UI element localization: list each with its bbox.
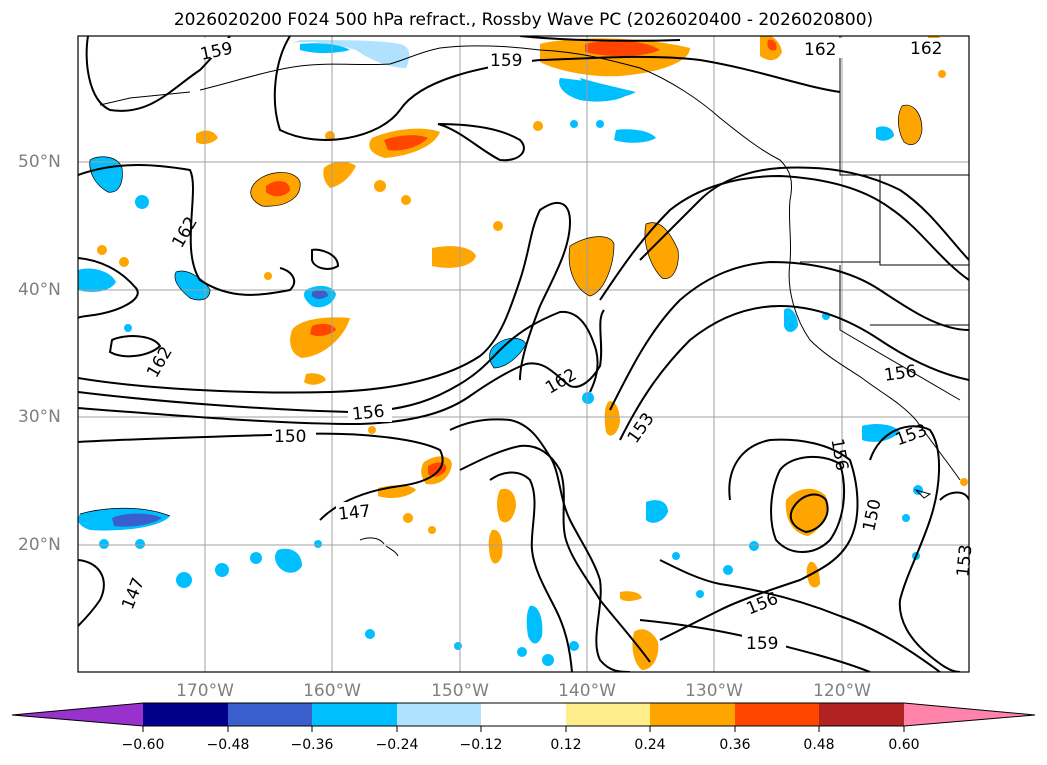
contour-label: 153 — [953, 544, 976, 578]
contour-label-layer: 159 159 162 162 162 162 150 156 147 147 … — [118, 38, 977, 654]
colorbar-tick-label: −0.12 — [459, 737, 503, 753]
contour-label: 162 — [910, 39, 942, 59]
colorbar-tick-label: 0.24 — [634, 737, 666, 753]
lat-label: 20°N — [18, 535, 61, 555]
lon-label: 170°W — [176, 681, 234, 701]
map-title: 2026020200 F024 500 hPa refract., Rossby… — [173, 10, 874, 30]
lat-label: 40°N — [18, 280, 61, 300]
colorbar-tick-label: −0.36 — [290, 737, 334, 753]
anomaly-outlines — [79, 104, 923, 517]
colorbar-extend-min — [12, 703, 143, 726]
contour-label: 150 — [274, 427, 306, 447]
lon-label: 120°W — [813, 681, 871, 701]
colorbar-tick-label: −0.60 — [121, 737, 165, 753]
graticule — [78, 36, 969, 672]
lat-label: 30°N — [18, 407, 61, 427]
lon-label: 140°W — [558, 681, 616, 701]
contour-label: 159 — [746, 634, 778, 654]
contour-label: 156 — [351, 402, 385, 425]
lon-label: 130°W — [685, 681, 743, 701]
colorbar-extend-max — [904, 703, 1035, 726]
colorbar — [11, 702, 1036, 732]
lon-label: 160°W — [303, 681, 361, 701]
contour-label: 147 — [337, 501, 371, 524]
contour-label: 156 — [883, 361, 918, 385]
contour-label: 162 — [804, 40, 836, 60]
colorbar-tick-label: 0.60 — [888, 737, 920, 753]
lat-label: 50°N — [18, 152, 61, 172]
colorbar-tick-label: −0.24 — [375, 737, 419, 753]
coastlines — [99, 36, 969, 557]
colorbar-tick-label: 0.36 — [719, 737, 751, 753]
contour-label: 159 — [490, 51, 522, 71]
plot-frame — [77, 35, 970, 673]
colorbar-tick-label: 0.48 — [803, 737, 835, 753]
colorbar-tick-label: −0.48 — [206, 737, 250, 753]
lon-label: 150°W — [431, 681, 489, 701]
colorbar-tick-label: 0.12 — [550, 737, 582, 753]
